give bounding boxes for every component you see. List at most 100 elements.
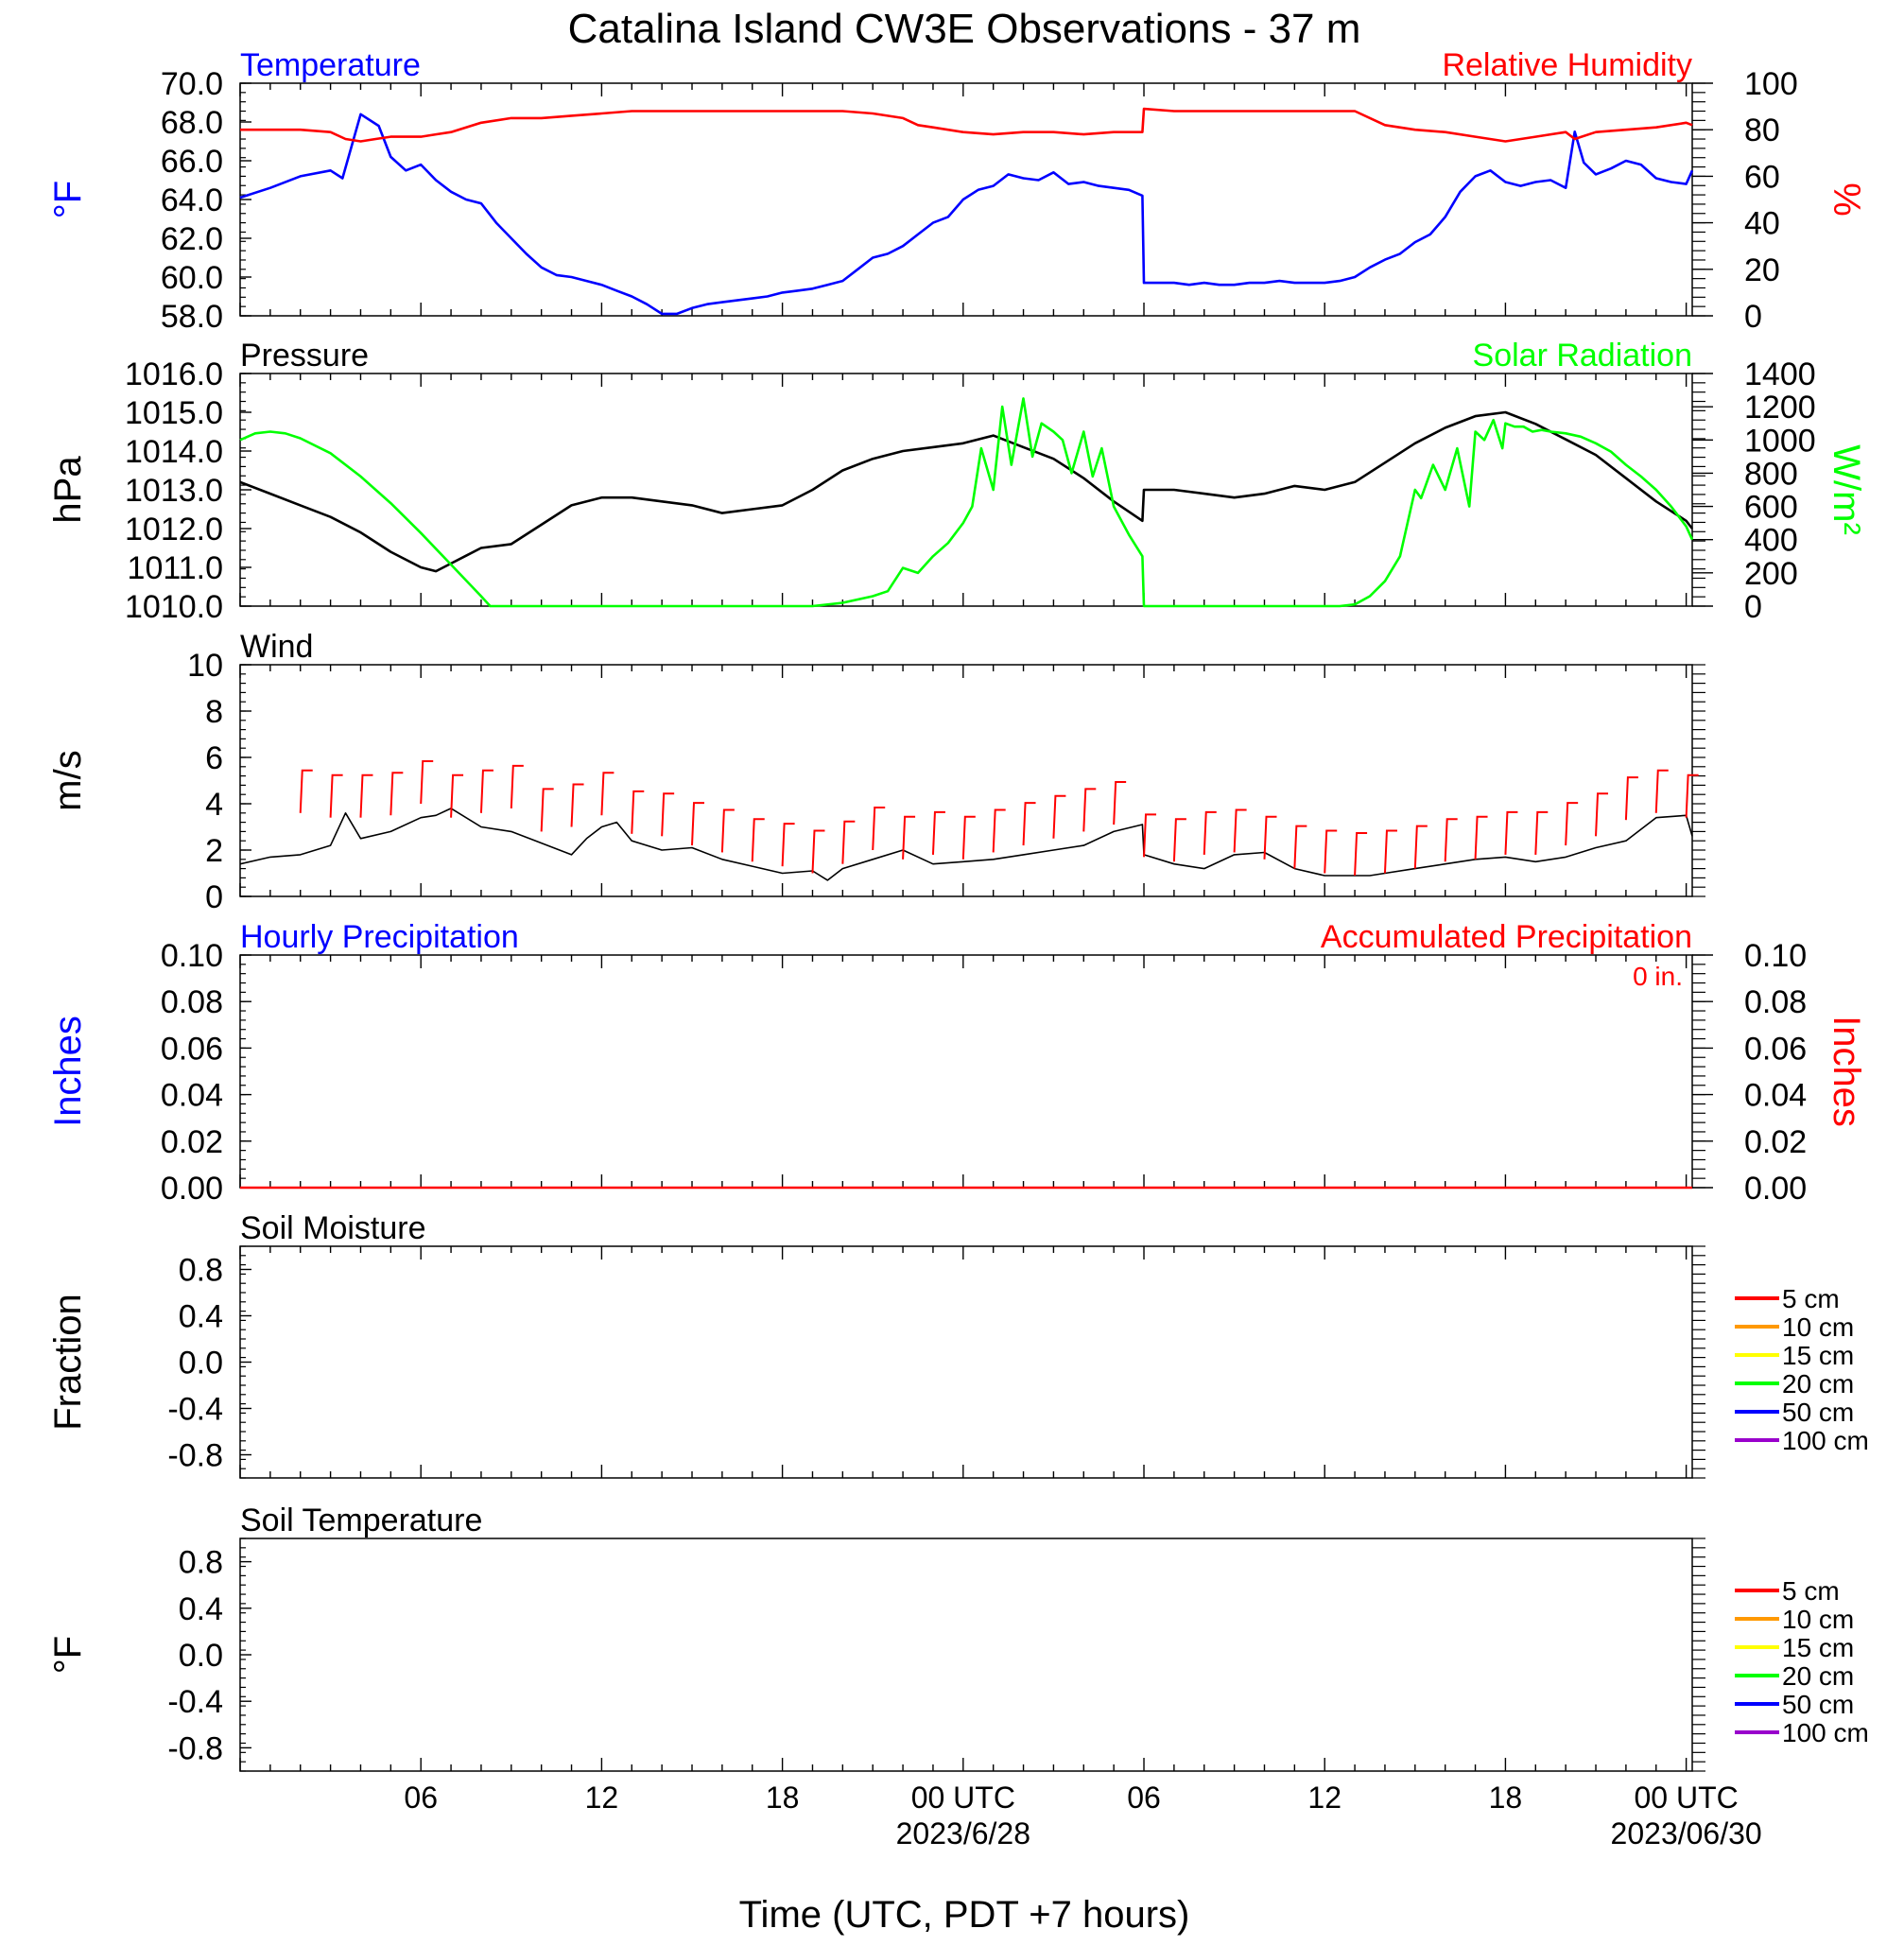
y-tick-label-right: 80 — [1744, 113, 1780, 148]
y-tick-label: 1012.0 — [125, 512, 223, 547]
x-tick-label: 18 — [1489, 1781, 1523, 1815]
wind-barb — [781, 823, 795, 867]
x-tick-sublabel: 2023/06/30 — [1611, 1816, 1762, 1850]
y-tick-label: 1015.0 — [125, 395, 223, 431]
y-axis-label-left: Fraction — [47, 1294, 89, 1431]
wind-barb — [872, 807, 886, 851]
x-tick-label: 18 — [766, 1781, 800, 1815]
wind-barb — [1595, 792, 1609, 837]
wind-barb — [1685, 773, 1699, 818]
y-tick-label: 64.0 — [161, 182, 223, 218]
wind-barb — [661, 792, 675, 837]
y-tick-label: 0.10 — [161, 938, 223, 974]
wind-barb — [1413, 825, 1428, 869]
x-tick-label: 12 — [1307, 1781, 1341, 1815]
y-tick-label: 0.04 — [161, 1078, 223, 1114]
y-tick-label: -0.8 — [167, 1438, 223, 1474]
x-tick-label: 00 UTC — [1635, 1781, 1739, 1815]
y-tick-label: -0.8 — [167, 1730, 223, 1766]
panel-2: 10 8 6 4 2 0 Wind m/s — [47, 629, 1705, 915]
x-axis-label: Time (UTC, PDT +7 hours) — [739, 1894, 1190, 1936]
y-tick-label-right: 0 — [1744, 589, 1762, 625]
y-tick-label-right: 20 — [1744, 252, 1780, 288]
y-axis-label-left: °F — [47, 181, 89, 218]
wind-barb — [1654, 769, 1669, 813]
wind-barb — [1624, 776, 1638, 821]
wind-barb — [1022, 802, 1036, 846]
legend-label: 5 cm — [1782, 1284, 1840, 1313]
y-tick-label: 1010.0 — [125, 589, 223, 625]
y-tick-label-right: 1200 — [1744, 390, 1816, 426]
chart-title: Catalina Island CW3E Observations - 37 m — [568, 6, 1361, 52]
series-line-1 — [239, 397, 1694, 608]
wind-barb — [479, 769, 493, 813]
wind-barb — [1263, 815, 1277, 860]
y-tick-label: 0.4 — [179, 1591, 223, 1627]
series-line-0 — [239, 113, 1694, 316]
wind-barb — [1383, 829, 1397, 874]
y-tick-label: 70.0 — [161, 66, 223, 102]
y-tick-label: 0.4 — [179, 1299, 223, 1335]
y-axis-label-left: hPa — [47, 456, 89, 524]
y-tick-label: 0.02 — [161, 1124, 223, 1160]
wind-barb — [931, 810, 945, 855]
plot-frame — [239, 1538, 1693, 1772]
y-tick-label: 10 — [187, 648, 223, 684]
y-tick-label-right: 0.04 — [1744, 1078, 1807, 1114]
plot-frame — [239, 1245, 1693, 1479]
wind-barb — [1534, 810, 1549, 855]
x-tick-label: 12 — [585, 1781, 619, 1815]
wind-barb — [811, 829, 825, 874]
y-tick-label: 60.0 — [161, 260, 223, 296]
wind-barb — [1504, 810, 1518, 855]
wind-barb — [631, 790, 645, 834]
y-tick-label: 58.0 — [161, 299, 223, 335]
y-tick-label: 0 — [205, 879, 223, 915]
legend-label: 50 cm — [1782, 1690, 1854, 1719]
wind-barb — [720, 808, 735, 853]
wind-barb — [1052, 794, 1066, 839]
wind-barb — [691, 802, 705, 846]
wind-barb — [1082, 788, 1097, 832]
wind-barb — [1444, 818, 1458, 862]
x-tick-label: 06 — [404, 1781, 438, 1815]
wind-barb — [992, 808, 1006, 853]
wind-barb — [510, 764, 524, 808]
y-tick-label-right: 0.02 — [1744, 1124, 1807, 1160]
legend-label: 5 cm — [1782, 1576, 1840, 1606]
y-tick-label-right: 40 — [1744, 206, 1780, 242]
y-tick-label-right: 0.08 — [1744, 984, 1807, 1020]
wind-barb — [450, 773, 464, 818]
wind-barb — [1203, 810, 1217, 855]
y-tick-label: 4 — [205, 787, 223, 823]
wind-barb — [1474, 815, 1488, 860]
legend-label: 15 cm — [1782, 1341, 1854, 1370]
plot-frame — [239, 954, 1693, 1189]
wind-barb — [329, 773, 343, 818]
x-tick-label: 06 — [1127, 1781, 1161, 1815]
y-tick-label-right: 0.00 — [1744, 1171, 1807, 1207]
y-tick-label-right: 100 — [1744, 66, 1798, 102]
panel-title-left: Wind — [240, 629, 313, 665]
wind-barb — [1172, 818, 1186, 862]
x-tick-label: 00 UTC — [911, 1781, 1015, 1815]
panel-title-right: Relative Humidity — [1442, 47, 1692, 83]
y-tick-label-right: 0.10 — [1744, 938, 1807, 974]
y-tick-label: 1011.0 — [128, 550, 223, 586]
series-line-0 — [239, 410, 1694, 573]
wind-barb — [540, 788, 554, 832]
panel-0: 70.068.066.064.062.060.058.0 100 80 60 40 20 0… — [47, 47, 1867, 335]
wind-barb — [751, 818, 765, 862]
y-tick-label: 68.0 — [161, 105, 223, 141]
chart-panels: 70.068.066.064.062.060.058.0100806040200… — [47, 47, 1869, 1850]
wind-barb — [389, 772, 404, 816]
legend-label: 20 cm — [1782, 1369, 1854, 1399]
y-axis-label-right: W/m² — [1826, 444, 1867, 535]
wind-barb — [1293, 825, 1307, 869]
wind-barb — [1324, 829, 1338, 874]
y-tick-label: 0.8 — [179, 1545, 223, 1581]
y-tick-label-right: 800 — [1744, 456, 1798, 492]
